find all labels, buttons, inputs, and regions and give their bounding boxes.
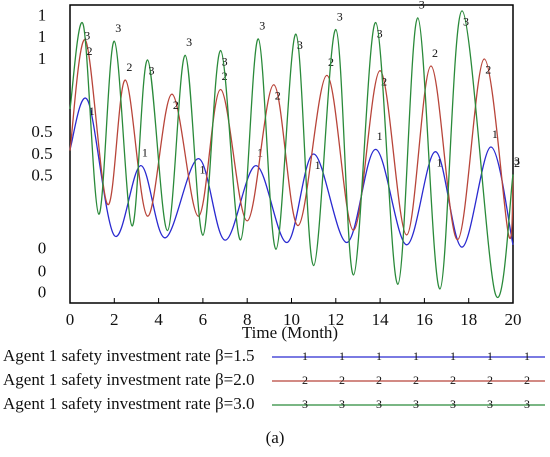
legend-marker: 3 xyxy=(339,397,345,411)
x-tick-label: 16 xyxy=(416,310,433,329)
legend-marker: 1 xyxy=(413,349,419,363)
legend-marker: 1 xyxy=(302,349,308,363)
legend-marker: 3 xyxy=(487,397,493,411)
series-marker: 3 xyxy=(377,26,383,40)
legend-marker: 2 xyxy=(487,373,493,387)
series-marker: 3 xyxy=(149,64,155,78)
series-marker: 2 xyxy=(514,156,520,170)
y-tick-label: 0.5 xyxy=(31,166,52,185)
legend-marker: 1 xyxy=(376,349,382,363)
series-marker: 3 xyxy=(84,29,90,43)
legend-label: Agent 1 safety investment rate β=1.5 xyxy=(3,346,254,365)
series-marker: 3 xyxy=(297,38,303,52)
x-tick-label: 0 xyxy=(66,310,75,329)
series-marker: 1 xyxy=(377,129,383,143)
series-marker: 3 xyxy=(419,0,425,12)
x-tick-label: 18 xyxy=(460,310,477,329)
legend-marker: 1 xyxy=(339,349,345,363)
series-marker: 2 xyxy=(485,63,491,77)
series-marker: 1 xyxy=(89,104,95,118)
legend-label: Agent 1 safety investment rate β=3.0 xyxy=(3,394,254,413)
y-tick-label: 1 xyxy=(38,49,47,68)
y-tick-label: 1 xyxy=(38,27,47,46)
series-marker: 1 xyxy=(142,145,148,159)
series-marker: 3 xyxy=(337,9,343,23)
legend-marker: 2 xyxy=(450,373,456,387)
x-tick-label: 12 xyxy=(327,310,344,329)
legend-marker: 3 xyxy=(450,397,456,411)
series-line xyxy=(69,39,514,241)
x-tick-label: 10 xyxy=(283,310,300,329)
legend-marker: 2 xyxy=(413,373,419,387)
x-tick-label: 6 xyxy=(199,310,208,329)
series-marker: 2 xyxy=(432,46,438,60)
legend-marker: 1 xyxy=(487,349,493,363)
series-marker: 1 xyxy=(436,155,442,169)
y-tick-label: 0 xyxy=(38,238,47,257)
series-marker: 3 xyxy=(115,21,121,35)
y-tick-label: 0 xyxy=(38,261,47,280)
legend-marker: 3 xyxy=(302,397,308,411)
x-tick-label: 4 xyxy=(154,310,163,329)
legend-marker: 1 xyxy=(450,349,456,363)
series-marker: 2 xyxy=(87,44,93,58)
series-marker: 1 xyxy=(199,162,205,176)
x-tick-label: 8 xyxy=(243,310,252,329)
legend-marker: 3 xyxy=(376,397,382,411)
legend-marker: 2 xyxy=(339,373,345,387)
series-marker: 3 xyxy=(514,154,520,168)
x-axis-label: Time (Month) xyxy=(242,323,338,342)
y-tick-label: 0.5 xyxy=(31,122,52,141)
legend-label: Agent 1 safety investment rate β=2.0 xyxy=(3,370,254,389)
legend-marker: 3 xyxy=(524,397,530,411)
series-marker: 3 xyxy=(463,15,469,29)
y-tick-label: 0.5 xyxy=(31,144,52,163)
series-marker: 3 xyxy=(222,54,228,68)
series-marker: 2 xyxy=(381,74,387,88)
series-marker: 3 xyxy=(186,35,192,49)
x-tick-label: 2 xyxy=(110,310,119,329)
series-line xyxy=(69,10,514,298)
y-tick-label: 1 xyxy=(38,6,47,25)
series-marker: 2 xyxy=(126,60,132,74)
series-marker: 1 xyxy=(492,127,498,141)
series-marker: 3 xyxy=(259,19,265,33)
series-marker: 2 xyxy=(173,98,179,112)
legend-marker: 1 xyxy=(524,349,530,363)
y-tick-label: 0 xyxy=(38,283,47,302)
series-line xyxy=(69,97,514,248)
legend-marker: 2 xyxy=(524,373,530,387)
x-tick-label: 20 xyxy=(505,310,522,329)
series-marker: 2 xyxy=(275,89,281,103)
legend-marker: 2 xyxy=(376,373,382,387)
legend-marker: 2 xyxy=(302,373,308,387)
legend-marker: 3 xyxy=(413,397,419,411)
x-tick-label: 14 xyxy=(372,310,390,329)
caption: (a) xyxy=(266,428,285,447)
series-marker: 1 xyxy=(315,158,321,172)
